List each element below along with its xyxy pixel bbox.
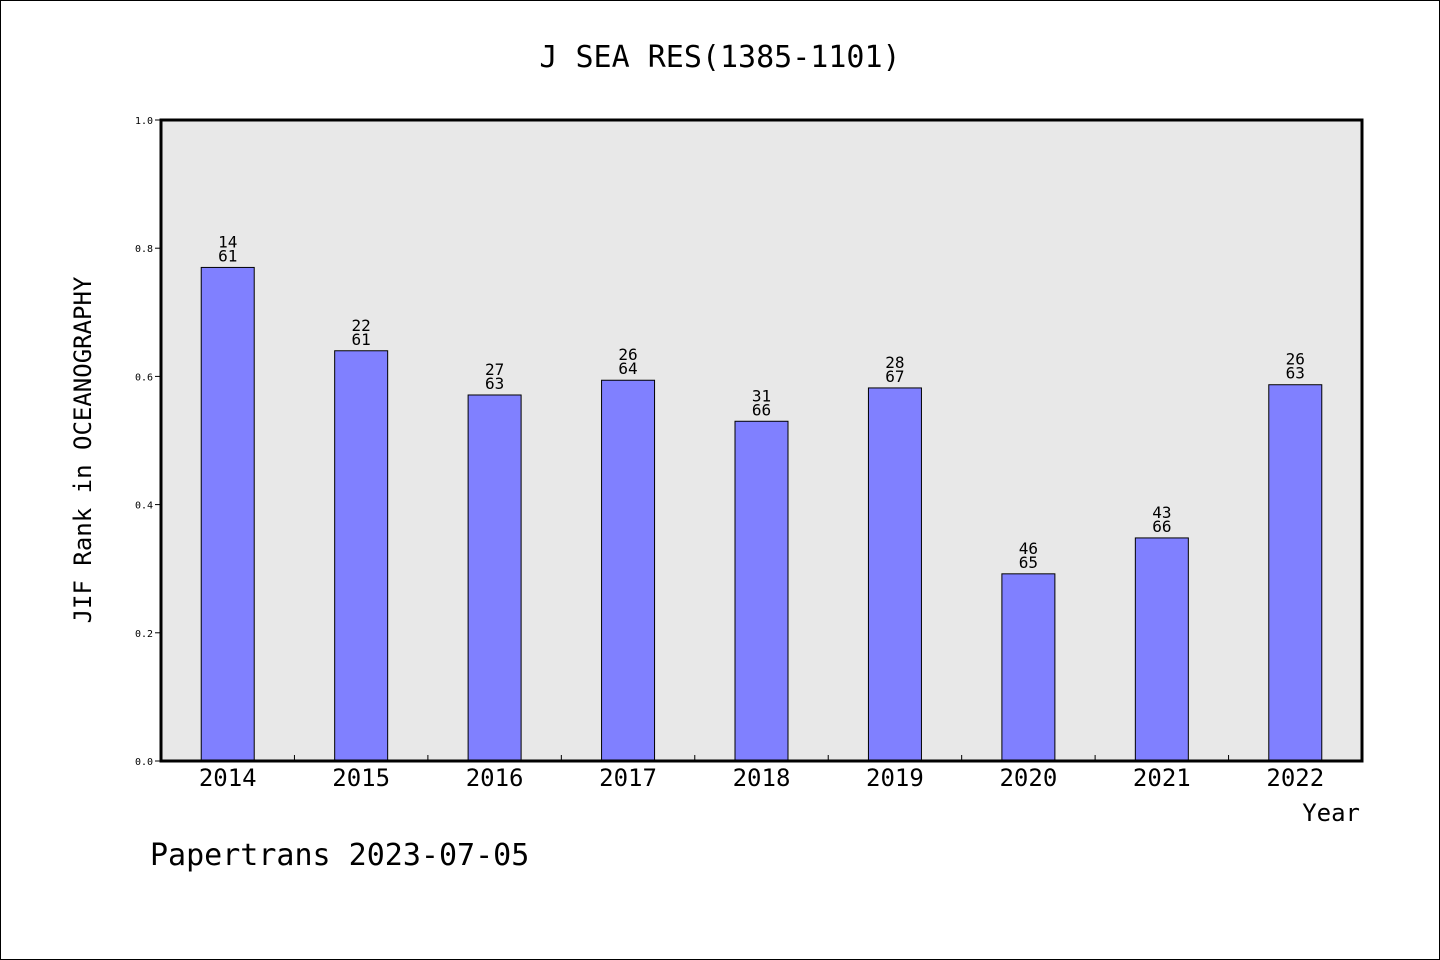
bar-label-rank-2014: 14 xyxy=(218,232,237,251)
x-tick-label-2015: 2015 xyxy=(332,764,390,792)
bar-label-rank-2022: 26 xyxy=(1286,350,1305,369)
bar-label-total-2020: 65 xyxy=(1019,553,1038,572)
bar-2017 xyxy=(601,379,656,762)
bar-label-total-2017: 64 xyxy=(618,359,637,378)
x-tick-label-2018: 2018 xyxy=(733,764,791,792)
bar-label-total-2018: 66 xyxy=(752,400,771,419)
y-axis-label: JIF Rank in OCEANOGRAPHY xyxy=(69,276,97,623)
bar-label-total-2022: 63 xyxy=(1286,364,1305,383)
footer-stamp: Papertrans 2023-07-05 xyxy=(150,838,529,873)
bar-2022 xyxy=(1268,384,1323,762)
bar-2019 xyxy=(867,387,922,762)
y-tick-label: 1.0 xyxy=(135,116,153,127)
x-tick-label-2020: 2020 xyxy=(999,764,1057,792)
x-tick-label-2016: 2016 xyxy=(466,764,524,792)
y-tick-label: 0.2 xyxy=(135,629,153,640)
bar-label-rank-2020: 46 xyxy=(1019,539,1038,558)
bar-label-rank-2016: 27 xyxy=(485,360,504,379)
bar-label-total-2019: 67 xyxy=(885,367,904,386)
bar-label-rank-2017: 26 xyxy=(618,345,637,364)
bar-label-rank-2018: 31 xyxy=(752,386,771,405)
bar-label-total-2016: 63 xyxy=(485,374,504,393)
x-tick-label-2022: 2022 xyxy=(1266,764,1324,792)
x-axis-label: Year xyxy=(1302,799,1360,827)
bar-label-rank-2019: 28 xyxy=(885,353,904,372)
bar-2014 xyxy=(200,266,255,762)
x-tick-label-2019: 2019 xyxy=(866,764,924,792)
bar-2021 xyxy=(1134,537,1189,762)
x-tick-label-2014: 2014 xyxy=(199,764,257,792)
y-tick-label: 0.6 xyxy=(135,372,153,383)
bar-label-total-2015: 61 xyxy=(352,330,371,349)
bar-2020 xyxy=(1001,573,1056,762)
bar-2015 xyxy=(334,350,389,762)
bar-label-rank-2021: 43 xyxy=(1152,503,1171,522)
bar-label-rank-2015: 22 xyxy=(352,316,371,335)
x-tick-label-2021: 2021 xyxy=(1133,764,1191,792)
x-axis-ticks: 2014 2015 2016 2017 2018 2019 2020 2021 2022 xyxy=(199,755,1324,792)
bar-label-total-2014: 61 xyxy=(218,246,237,265)
plot-border xyxy=(159,118,1364,763)
y-tick-label: 0.4 xyxy=(135,501,153,512)
y-tick-label: 0.8 xyxy=(135,244,153,255)
bars-group xyxy=(200,266,1323,762)
y-axis-ticks: 0.0 0.2 0.4 0.6 0.8 1.0 xyxy=(135,116,161,768)
bar-2018 xyxy=(734,420,789,762)
chart-title: J SEA RES(1385-1101) xyxy=(539,40,900,75)
bar-2016 xyxy=(467,394,522,762)
bar-label-total-2021: 66 xyxy=(1152,517,1171,536)
x-tick-label-2017: 2017 xyxy=(599,764,657,792)
y-tick-label: 0.0 xyxy=(135,757,153,768)
